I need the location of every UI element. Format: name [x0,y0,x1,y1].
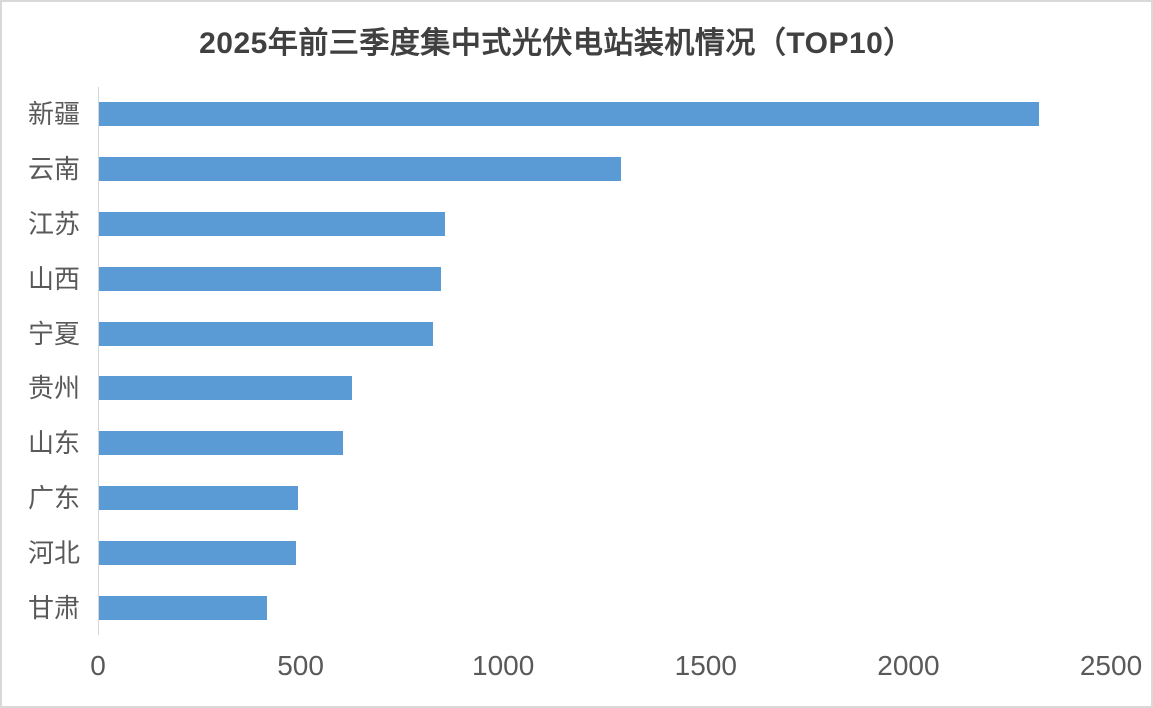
x-axis: 0 500 1000 1500 2000 2500 [2,650,1151,690]
bar [99,157,621,182]
bar-row: 广东 [2,471,1151,526]
bar-row: 宁夏 [2,306,1151,361]
bars-area: 新疆云南江苏山西宁夏贵州山东广东河北甘肃 [2,87,1151,635]
bar-row: 山西 [2,251,1151,306]
bar [99,540,296,565]
bar [99,102,1040,127]
bar-row: 贵州 [2,361,1151,416]
bar-row: 云南 [2,142,1151,197]
x-tick-label: 1500 [674,650,737,681]
category-label: 河北 [27,537,80,568]
x-tick-label: 2500 [1079,650,1143,681]
category-label: 宁夏 [27,318,80,349]
bar-row: 甘肃 [2,580,1151,635]
category-label: 贵州 [27,373,80,404]
bar-row: 江苏 [2,197,1151,252]
category-label: 山西 [27,263,80,294]
x-tick-label: 1000 [472,650,535,681]
bar [99,595,268,620]
category-label: 江苏 [27,208,80,239]
category-label: 广东 [27,482,80,513]
x-tick-label: 500 [277,650,324,681]
bar [99,485,298,510]
bar [99,376,352,401]
x-tick-label: 2000 [877,650,940,681]
bar [99,266,441,291]
bar-row: 山东 [2,416,1151,471]
bar [99,211,446,236]
bar [99,321,433,346]
bar-row: 新疆 [2,87,1151,142]
category-label: 新疆 [27,99,80,130]
y-axis-line [98,87,99,635]
category-label: 甘肃 [27,592,80,623]
x-tick-label: 0 [90,650,106,681]
category-label: 云南 [27,154,80,185]
bar-row: 河北 [2,525,1151,580]
chart-title: 2025年前三季度集中式光伏电站装机情况（TOP10） [199,27,914,60]
bar [99,431,343,456]
category-label: 山东 [27,428,80,459]
